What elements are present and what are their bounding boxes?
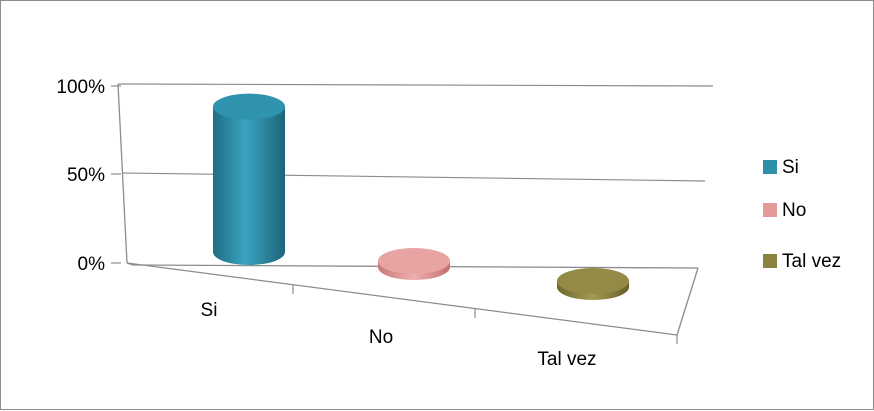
bar-top <box>557 268 629 294</box>
y-tick-label: 50% <box>67 165 105 186</box>
legend-label: Si <box>782 157 799 178</box>
category-labels: Si No Tal vez <box>201 300 597 370</box>
gridline-1 <box>121 172 706 182</box>
category-label: No <box>369 327 393 348</box>
y-tick-label: 100% <box>56 77 105 98</box>
floor-left-edge <box>126 262 134 266</box>
y-tick-label: 0% <box>78 254 106 275</box>
legend-label: No <box>782 200 806 221</box>
gridline-0 <box>117 83 714 87</box>
legend-swatch <box>763 160 777 174</box>
bar-top <box>213 93 285 120</box>
bar-si <box>213 93 285 265</box>
bar-no <box>378 248 450 280</box>
floor-right-edge <box>676 267 699 336</box>
legend-swatch <box>763 254 777 268</box>
gridlines <box>117 83 714 182</box>
category-label: Tal vez <box>537 349 596 370</box>
y-axis-ticks: 100% 50% 0% <box>56 77 121 275</box>
bar-tal-vez <box>557 268 629 300</box>
bars <box>213 93 629 300</box>
legend: Si No Tal vez <box>763 157 841 272</box>
bar-body <box>213 106 285 265</box>
x-axis-ticks <box>292 285 678 344</box>
bar-top <box>378 248 450 274</box>
legend-label: Tal vez <box>782 251 841 272</box>
category-label: Si <box>201 300 218 321</box>
legend-swatch <box>763 203 777 217</box>
floor-front-edge <box>126 262 678 336</box>
